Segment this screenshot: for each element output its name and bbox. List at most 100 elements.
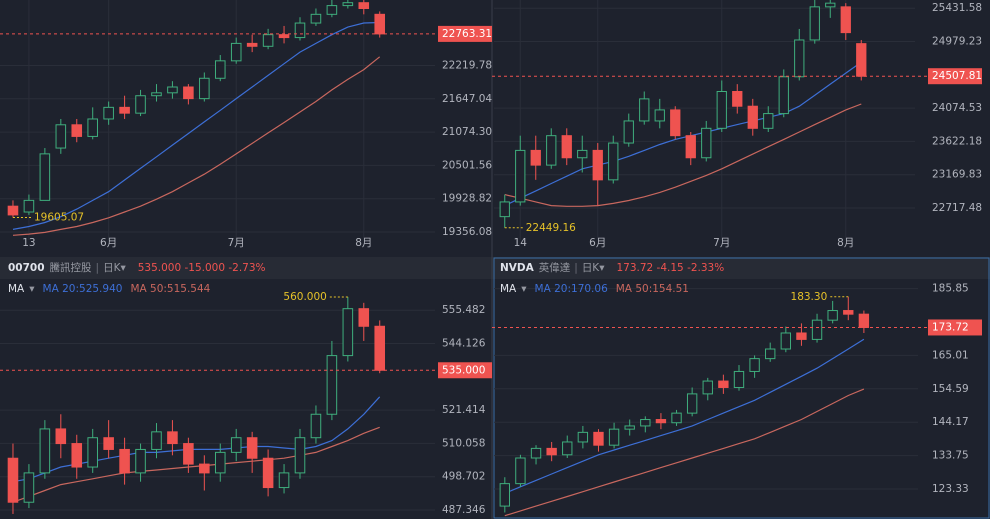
indicator-legend: MA ▾ MA 20:170.06 MA 50:154.51 [500,283,689,295]
moving-average-line [12,56,381,236]
symbol-code: NVDA [500,262,535,274]
candle-body [87,437,98,468]
candle-body [843,310,854,315]
y-tick-label: 19928.82 [442,193,492,205]
y-tick-label: 23622.18 [932,135,982,147]
candle-body [374,325,386,371]
candle-body [515,149,526,203]
x-tick-label: 7月 [713,237,730,249]
candle-body [278,472,290,489]
extreme-marker-label: 560.000 [283,291,326,303]
period-selector: 日K [103,262,121,274]
chart-header: NVDA 英偉達 | 日K▾ 173.72 -4.15 -2.33% [500,261,724,274]
y-tick-label: 555.482 [442,304,485,316]
candle-body [23,472,35,503]
candle-body [546,135,557,166]
candle-body [230,42,242,62]
quote-change: 535.000 -15.000 -2.73% [138,262,266,274]
dropdown-icon: ▾ [120,262,126,274]
moving-average-line [504,388,865,517]
chart-header: 00700 騰訊控股 | 日K▾ 535.000 -15.000 -2.73% [8,261,266,274]
y-tick-label: 22717.48 [932,202,982,214]
candle-body [592,149,603,181]
candle-body [561,135,572,159]
y-tick-label: 24074.53 [932,102,982,114]
quote-change: 173.72 -4.15 -2.33% [616,262,724,274]
dropdown-icon: ▾ [29,283,35,295]
candle-body [809,6,820,41]
candle-body [23,199,35,213]
candle-body [577,149,588,159]
candle-body [718,380,729,388]
y-tick-label: 20501.56 [442,159,492,171]
candle-body [103,106,114,120]
last-price-label: 22763.31 [442,28,492,40]
candle-body [858,313,870,328]
plot-area [494,0,915,240]
moving-average-line [12,21,380,230]
candle-body [562,441,573,456]
candle-body [827,310,838,321]
y-tick-label: 24979.23 [932,36,982,48]
moving-average-line [12,426,380,503]
candle-body [246,437,258,459]
extreme-marker-label: 22449.16 [526,222,576,234]
y-tick-label: 521.414 [442,404,486,416]
last-price-box [438,362,492,379]
candle-body [716,91,727,129]
legend-entry: MA 50:154.51 [616,283,689,295]
candle-body [230,437,242,453]
last-price-label: 535.000 [442,364,485,376]
candle-body [278,34,290,39]
plot-area [0,296,435,514]
y-tick-label: 487.346 [442,504,486,516]
candle-body [183,443,194,465]
candle-body [262,34,274,47]
x-tick-label: 6月 [100,237,117,249]
last-price-box [928,319,982,336]
y-tick-label: 510.058 [442,437,485,449]
y-tick-label: 498.702 [442,471,485,483]
candle-body [87,118,98,137]
y-tick-label: 21074.30 [442,126,492,138]
candle-body [326,355,338,415]
candle-body [326,5,338,15]
candle-body [199,77,210,100]
x-tick-label: 14 [514,237,528,249]
candle-body [7,457,19,503]
legend-entry: MA 20:525.940 [43,283,123,295]
candle-body [546,447,557,456]
candle-body [856,43,867,77]
candle-body [640,419,651,427]
moving-average-line [504,61,862,207]
candle-body [701,127,712,159]
symbol-name: 英偉達 [539,261,571,274]
candle-body [214,60,226,79]
candle-body [342,308,354,357]
separator: | [96,262,100,274]
candle-body [825,2,836,8]
indicator-name: MA [8,283,25,295]
candle-body [71,443,83,468]
x-tick-label: 8月 [355,237,372,249]
candle-body [778,76,789,115]
candle-body [763,113,774,129]
candle-body [71,124,83,137]
candle-body [515,457,526,485]
dropdown-icon: ▾ [599,262,605,274]
candle-body [624,425,635,430]
candle-body [654,109,665,122]
candle-body [167,431,178,445]
plot-area [494,288,918,517]
y-tick-label: 165.01 [932,349,969,361]
candle-body [670,109,681,137]
y-tick-label: 123.33 [932,483,969,495]
candle-body [199,463,210,474]
extreme-marker-label: 19605.07 [34,212,84,224]
candle-body [765,348,776,360]
candle-body [499,483,510,507]
candle-body [593,431,604,446]
y-tick-label: 185.85 [932,283,969,295]
candle-body [246,42,258,47]
candle-body [119,448,130,474]
